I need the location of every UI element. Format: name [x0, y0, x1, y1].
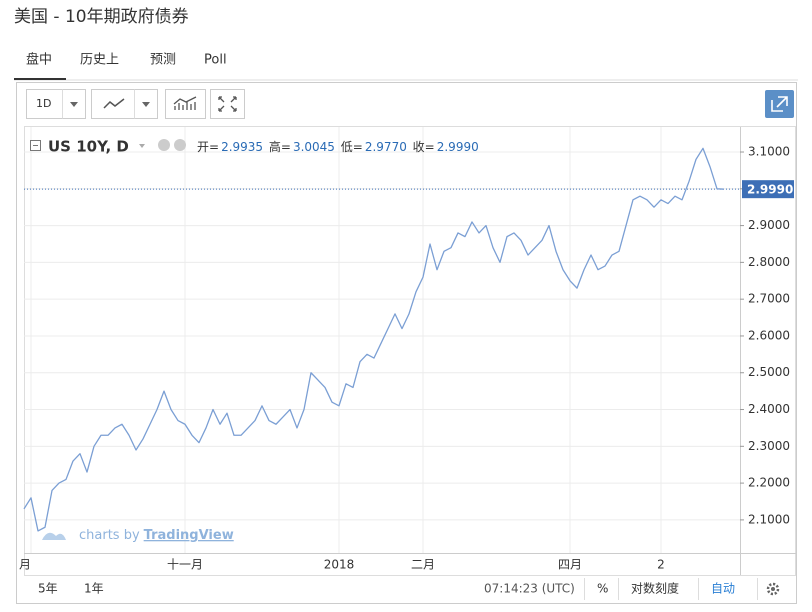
y-tick-label: 2.4000	[748, 402, 790, 416]
ohlc-value: 2.9935	[221, 140, 263, 154]
y-tick-label: 2.2000	[748, 476, 790, 490]
y-tick-label: 2.5000	[748, 365, 790, 379]
ohlc-value: 2.9990	[437, 140, 479, 154]
plot	[23, 147, 740, 532]
fullscreen-button[interactable]	[210, 89, 245, 119]
log-toggle[interactable]: 对数刻度	[631, 581, 679, 596]
tab[interactable]: Poll	[204, 53, 227, 68]
range-button[interactable]: 1年	[84, 582, 104, 596]
ohlc-label: 开=	[197, 140, 219, 154]
dropdown-arrow	[139, 144, 145, 148]
price-tag	[742, 180, 794, 199]
y-tick-label: 2.6000	[748, 328, 790, 342]
watermark-prefix: charts by	[79, 528, 140, 543]
ohlc-label: 高=	[269, 139, 291, 154]
tab[interactable]: 预测	[150, 53, 176, 68]
range-button[interactable]: 5年	[38, 582, 58, 596]
x-tick-label: 月	[19, 558, 31, 572]
watermark-brand[interactable]: TradingView	[144, 528, 234, 543]
tab[interactable]: 盘中	[26, 52, 52, 68]
x-tick-label: 2	[657, 558, 665, 572]
popout-icon	[771, 96, 788, 112]
y-tick-label: 2.8000	[748, 255, 790, 269]
x-tick-label: 四月	[558, 558, 582, 572]
x-tick-label: 2018	[324, 558, 355, 572]
interval-label: 1D	[36, 97, 51, 110]
chart-title: US 10Y, D	[48, 138, 129, 156]
line-icon	[103, 98, 125, 109]
widget-frame	[16, 82, 797, 604]
auto-toggle[interactable]: 自动	[711, 582, 735, 596]
dropdown-arrow	[142, 102, 150, 107]
clock: 07:14:23 (UTC)	[484, 582, 575, 596]
y-tick-label: 2.7000	[748, 292, 790, 306]
x-tick-label: 十一月	[167, 558, 203, 572]
legend-icon[interactable]	[174, 139, 186, 151]
percent-toggle[interactable]: %	[597, 582, 608, 596]
ohlc-label: 低=	[341, 140, 363, 154]
y-tick-label: 2.1000	[748, 512, 790, 526]
ohlc: 开= 2.9935 高= 3.0045 低= 2.9770 收= 2.9990	[197, 139, 479, 154]
ohlc-label: 收=	[413, 140, 435, 154]
ohlc-value: 3.0045	[293, 140, 335, 154]
x-tick-label: 二月	[411, 558, 435, 572]
settings-icon[interactable]	[766, 582, 780, 596]
indicator-icon	[173, 96, 197, 110]
dropdown-arrow	[70, 102, 78, 107]
price-tag-label: 2.9990	[747, 183, 793, 197]
indicator-button[interactable]	[165, 89, 206, 119]
y-tick-label: 2.9000	[748, 218, 790, 232]
ohlc-value: 2.9770	[365, 140, 407, 154]
y-tick-label: 2.3000	[748, 439, 790, 453]
fullscreen-icon	[218, 96, 237, 112]
page-title: 美国 - 10年期政府债券	[14, 7, 189, 27]
settings-hub	[771, 587, 775, 591]
y-tick-label: 3.1000	[748, 145, 790, 159]
legend-icon[interactable]	[158, 139, 170, 151]
tab[interactable]: 历史上	[80, 53, 119, 68]
price-line-series	[23, 147, 725, 532]
watermark-logo	[42, 532, 66, 540]
watermark: charts by TradingView	[79, 528, 234, 543]
